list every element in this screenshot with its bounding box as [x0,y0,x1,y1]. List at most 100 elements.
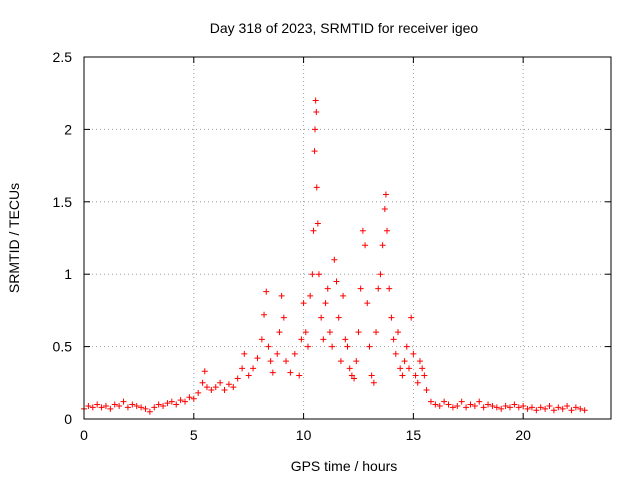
data-point [124,404,131,411]
data-point [265,343,272,350]
data-point [89,404,96,411]
data-point [276,329,283,336]
data-point [572,404,579,411]
data-point [239,365,246,372]
data-point [258,336,265,343]
x-tick-label: 20 [515,427,531,443]
data-point [366,343,373,350]
data-point [511,401,518,408]
data-point [201,368,208,375]
data-point [342,336,349,343]
y-tick-label: 0.5 [53,339,73,355]
data-point [520,402,527,409]
data-point [533,407,540,414]
chart-title: Day 318 of 2023, SRMTID for receiver ige… [210,20,479,36]
y-tick-label: 2.5 [53,49,73,65]
data-point [250,365,257,372]
data-point [471,402,478,409]
data-point [133,402,140,409]
data-points [81,97,588,415]
data-point [458,398,465,405]
data-point [195,389,202,396]
x-tick-label: 15 [406,427,422,443]
data-point [298,336,305,343]
data-point [364,300,371,307]
data-point [85,402,92,409]
data-point [581,407,588,414]
data-point [307,292,314,299]
data-point [493,404,500,411]
data-point [254,355,261,362]
axis-ticks: 0 5 10 15 20 0 0.5 1 1.5 2 2.5 [53,49,611,443]
data-point [94,401,101,408]
data-point [267,358,274,365]
y-axis-label: SRMTID / TECUs [6,183,22,293]
data-point [498,405,505,412]
data-point [353,358,360,365]
data-point [412,372,419,379]
data-point [441,398,448,405]
data-point [485,401,492,408]
data-point [177,397,184,404]
data-point [287,369,294,376]
data-point [98,404,105,411]
data-point [357,285,364,292]
data-point [173,401,180,408]
data-point [241,350,248,357]
data-point [274,350,281,357]
data-point [280,314,287,321]
data-point [203,384,210,391]
data-point [515,404,522,411]
data-point [190,395,197,402]
data-point [476,398,483,405]
data-point [340,292,347,299]
data-point [454,402,461,409]
data-point [300,300,307,307]
data-point [331,256,338,263]
data-point [410,350,417,357]
data-point [313,184,320,191]
data-point [427,398,434,405]
data-point [314,220,321,227]
data-point [225,381,232,388]
y-tick-label: 1.5 [53,194,73,210]
data-point [445,401,452,408]
data-point [269,369,276,376]
data-point [467,401,474,408]
data-point [542,405,549,412]
data-point [370,379,377,386]
data-point [577,405,584,412]
data-point [310,227,317,234]
data-point [315,271,322,278]
data-point [397,365,404,372]
data-point [312,97,319,104]
data-point [401,358,408,365]
data-point [463,404,470,411]
data-point [384,227,391,234]
data-point [399,372,406,379]
data-point [186,394,193,401]
data-point [138,404,145,411]
data-point [283,358,290,365]
data-point [377,271,384,278]
data-point [221,387,228,394]
data-point [344,343,351,350]
data-point [555,404,562,411]
data-point [390,336,397,343]
data-point [102,402,109,409]
y-tick-label: 0 [64,411,72,427]
data-point [405,365,412,372]
data-point [322,300,329,307]
data-point [155,401,162,408]
x-axis-label: GPS time / hours [291,458,398,474]
data-point [436,402,443,409]
data-point [263,288,270,295]
data-point [362,242,369,249]
data-point [304,343,311,350]
grid-lines [84,57,611,419]
data-point [564,402,571,409]
data-point [395,329,402,336]
data-point [559,405,566,412]
data-point [403,343,410,350]
data-point [408,314,415,321]
